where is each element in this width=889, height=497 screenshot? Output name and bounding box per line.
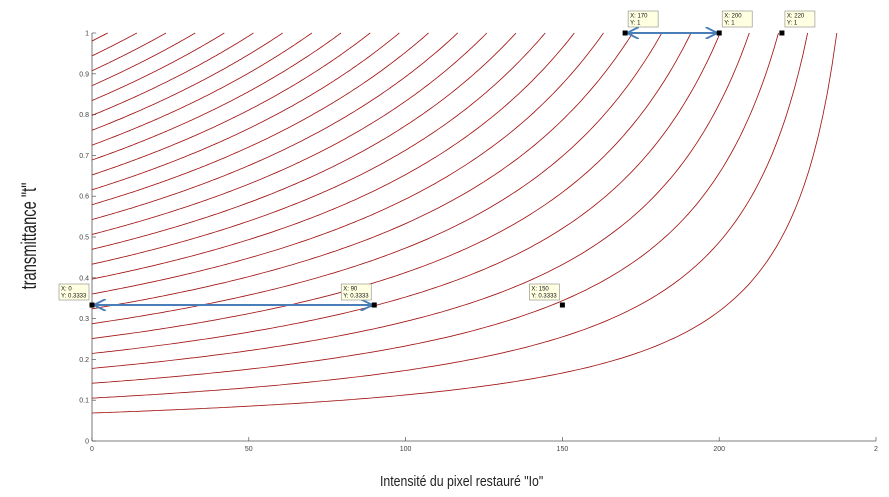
series-line [91, 32, 546, 265]
x-axis-label: Intensité du pixel restauré "Io" [380, 473, 544, 490]
y-tick-label: 0.4 [79, 275, 89, 282]
series-line [91, 32, 604, 295]
series-line [91, 32, 692, 340]
datatip-y: Y: 1 [630, 21, 641, 27]
datatip-x: X: 150 [531, 287, 549, 293]
datatip-x: X: 200 [724, 14, 742, 20]
series-line [91, 32, 721, 354]
datatip-x: X: 90 [343, 287, 358, 293]
x-tick-label: 50 [245, 446, 253, 453]
series-line [91, 32, 371, 176]
datatip-y: Y: 0.3333 [343, 294, 369, 300]
series-line [91, 32, 109, 42]
arrows [95, 33, 716, 305]
series-line [91, 32, 196, 87]
datatip-y: Y: 0.3333 [61, 294, 87, 300]
series-line [91, 32, 838, 414]
series-line [91, 32, 225, 101]
series-line [91, 32, 283, 131]
series-line [91, 32, 138, 57]
series-line [91, 32, 750, 369]
y-tick-label: 0.6 [79, 194, 89, 201]
series-line [91, 32, 458, 221]
series-line [91, 32, 488, 235]
datatip-box [784, 10, 816, 28]
x-tick-label: 200 [713, 446, 725, 453]
datatip-marker [559, 302, 565, 308]
datatip-x: X: 0 [61, 287, 72, 293]
datatip-marker [89, 302, 95, 308]
datatip-marker [716, 30, 722, 36]
series-line [91, 32, 313, 146]
datatip-x: X: 220 [787, 14, 805, 20]
y-tick-label: 0.2 [79, 357, 89, 364]
series-line [91, 32, 517, 250]
datatip-box [58, 283, 90, 301]
x-tick-label: 150 [557, 446, 569, 453]
datatip-x: X: 170 [630, 14, 648, 20]
datatip-marker [622, 30, 628, 36]
datatip-box [529, 283, 560, 301]
datatip-marker [371, 302, 377, 308]
datatip-y: Y: 1 [787, 21, 798, 27]
datatip-y: Y: 1 [724, 21, 735, 27]
axes: 0 0.1 0.2 0.3 0.4 0.5 0.6 0.7 0.8 0.9 1 0 50 100 150 20… [79, 31, 878, 454]
datatip-y: Y: 0.3333 [531, 294, 557, 300]
series-line [91, 32, 400, 191]
series-line [91, 32, 633, 310]
datatip-box [627, 10, 659, 28]
y-tick-label: 1 [85, 31, 89, 38]
y-tick-label: 0.8 [79, 112, 89, 119]
series-line [91, 32, 429, 206]
x-tick-label: 2 [874, 446, 878, 453]
y-tick-label: 0 [85, 439, 89, 446]
series-line [91, 32, 342, 161]
datatip-box [721, 10, 753, 28]
y-axis-label: transmittance "t" [18, 182, 41, 290]
y-tick-label: 0.7 [79, 153, 89, 160]
series-line [91, 32, 575, 280]
y-tick-label: 0.1 [79, 398, 89, 405]
y-tick-label: 0.5 [79, 235, 89, 242]
series-line [91, 32, 809, 399]
y-tick-label: 0.3 [79, 316, 89, 323]
series-line [91, 32, 254, 116]
curves [91, 32, 838, 414]
series-line [91, 32, 779, 384]
datatip-marker [779, 30, 785, 36]
y-tick-label: 0.9 [79, 71, 89, 78]
series-line [91, 32, 167, 72]
x-tick-label: 0 [90, 446, 94, 453]
x-tick-label: 100 [400, 446, 412, 453]
datatip-box [340, 283, 372, 301]
